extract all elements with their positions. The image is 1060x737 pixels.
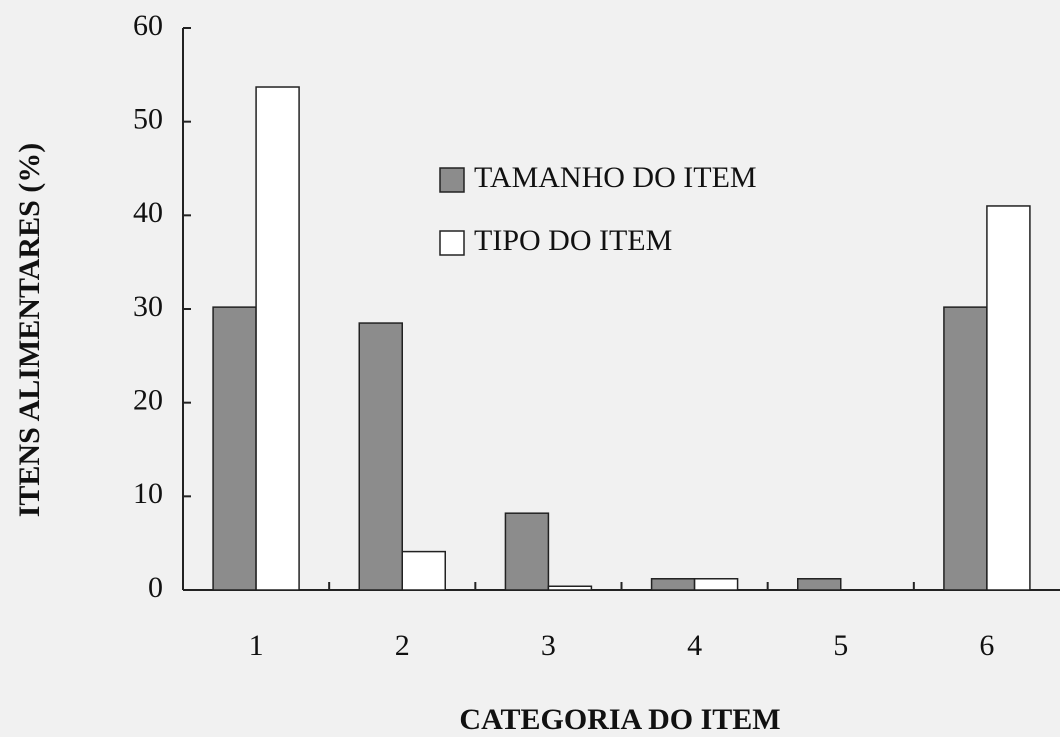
bar <box>401 550 446 591</box>
legend-label: TIPO DO ITEM <box>474 224 672 257</box>
x-tick-label: 4 <box>687 629 702 662</box>
y-axis-title: ITENS ALIMENTARES (%) <box>13 143 46 518</box>
bar <box>504 512 550 591</box>
x-tick-label: 1 <box>249 629 264 662</box>
y-tick-label: 10 <box>133 477 163 510</box>
bar <box>358 322 403 591</box>
bar <box>986 205 1031 591</box>
bar <box>650 578 696 591</box>
bar <box>693 578 739 591</box>
y-tick-label: 40 <box>133 196 163 229</box>
bar <box>943 306 988 591</box>
legend-swatch <box>439 230 465 256</box>
x-tick-label: 5 <box>833 629 848 662</box>
x-tick-label: 6 <box>979 629 994 662</box>
legend-label: TAMANHO DO ITEM <box>474 161 757 194</box>
bar <box>547 585 593 591</box>
y-tick-label: 30 <box>133 290 163 323</box>
y-tick-label: 0 <box>148 571 163 604</box>
bar <box>797 578 842 591</box>
x-tick-label: 2 <box>395 629 410 662</box>
y-tick-label: 50 <box>133 103 163 136</box>
y-tick-label: 20 <box>133 384 163 417</box>
legend-swatch <box>439 167 465 193</box>
x-tick-label: 3 <box>541 629 556 662</box>
bar <box>255 86 300 591</box>
bar <box>212 306 257 591</box>
x-axis-title: CATEGORIA DO ITEM <box>459 703 780 736</box>
y-tick-label: 60 <box>133 9 163 42</box>
